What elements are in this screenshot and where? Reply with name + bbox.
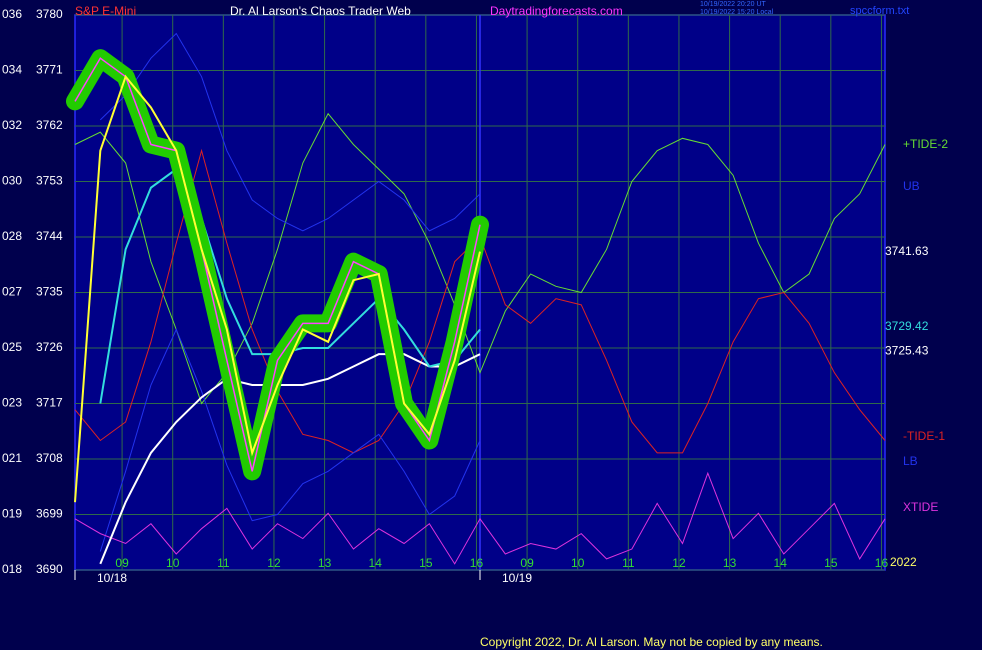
y-tick-label: 3735 [36, 285, 63, 299]
y-tick-label: 3771 [36, 63, 63, 77]
y-tick-code: 027 [2, 285, 22, 299]
price-line [74, 57, 481, 472]
y-tick-label: 3690 [36, 562, 63, 576]
y-tick-label: 3726 [36, 340, 63, 354]
file-name: spccform.txt [850, 5, 909, 17]
series-label: XTIDE [903, 500, 938, 514]
x-tick-label: 11 [217, 556, 230, 570]
y-tick-code: 025 [2, 340, 22, 354]
series-line [99, 353, 481, 565]
last-value: 3725.43 [885, 344, 929, 358]
y-tick-code: 019 [2, 507, 22, 521]
last-value: 3729.42 [885, 319, 929, 333]
y-tick-label: 3762 [36, 118, 63, 132]
series-label: UB [903, 179, 920, 193]
timestamp: 10/19/2022 20:20 UT [700, 1, 766, 8]
y-tick-label: 3753 [36, 174, 63, 188]
series-label: -TIDE-1 [903, 429, 945, 443]
series-label: LB [903, 454, 918, 468]
y-tick-code: 028 [2, 229, 22, 243]
x-tick-label: 14 [774, 556, 788, 570]
x-tick-label: 13 [318, 556, 332, 570]
x-tick-label: 09 [520, 556, 534, 570]
y-tick-label: 3780 [36, 7, 63, 21]
x-tick-label: 10 [571, 556, 585, 570]
y-tick-code: 030 [2, 174, 22, 188]
series-line [99, 32, 481, 232]
day-label: 10/18 [97, 571, 127, 585]
x-tick-label: 16 [875, 556, 889, 570]
x-tick-label: 15 [419, 556, 433, 570]
x-tick-label: 12 [267, 556, 281, 570]
series-line [74, 471, 886, 565]
year: 2022 [890, 555, 917, 569]
y-tick-label: 3717 [36, 396, 63, 410]
x-tick-label: 10 [166, 556, 180, 570]
x-tick-label: 15 [824, 556, 838, 570]
x-tick-label: 11 [622, 556, 635, 570]
x-tick-label: 14 [369, 556, 383, 570]
series-line [99, 328, 481, 552]
y-tick-code: 034 [2, 63, 22, 77]
series-line [74, 74, 481, 503]
x-tick-label: 12 [672, 556, 686, 570]
y-tick-code: 021 [2, 451, 22, 465]
y-tick-label: 3708 [36, 451, 63, 465]
x-tick-label: 16 [470, 556, 484, 570]
last-value: 3741.63 [885, 244, 929, 258]
chart-title: Dr. Al Larson's Chaos Trader Web [230, 4, 411, 18]
y-tick-label: 3744 [36, 229, 63, 243]
day-label: 10/19 [502, 571, 532, 585]
site: Daytradingforecasts.com [490, 4, 623, 18]
copyright: Copyright 2022, Dr. Al Larson. May not b… [480, 635, 823, 649]
x-tick-label: 09 [115, 556, 129, 570]
series-line [74, 112, 886, 405]
y-tick-label: 3699 [36, 507, 63, 521]
y-tick-code: 018 [2, 562, 22, 576]
series-label: +TIDE-2 [903, 137, 948, 151]
instrument: S&P E-Mini [75, 4, 136, 18]
y-tick-code: 023 [2, 396, 22, 410]
y-tick-code: 032 [2, 118, 22, 132]
y-tick-code: 036 [2, 7, 22, 21]
timestamp: 10/19/2022 15:20 Local [700, 9, 774, 16]
x-tick-label: 13 [723, 556, 737, 570]
